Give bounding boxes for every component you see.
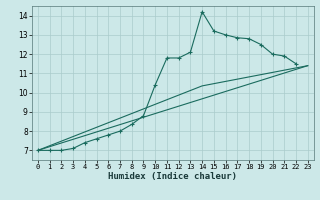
X-axis label: Humidex (Indice chaleur): Humidex (Indice chaleur) — [108, 172, 237, 181]
